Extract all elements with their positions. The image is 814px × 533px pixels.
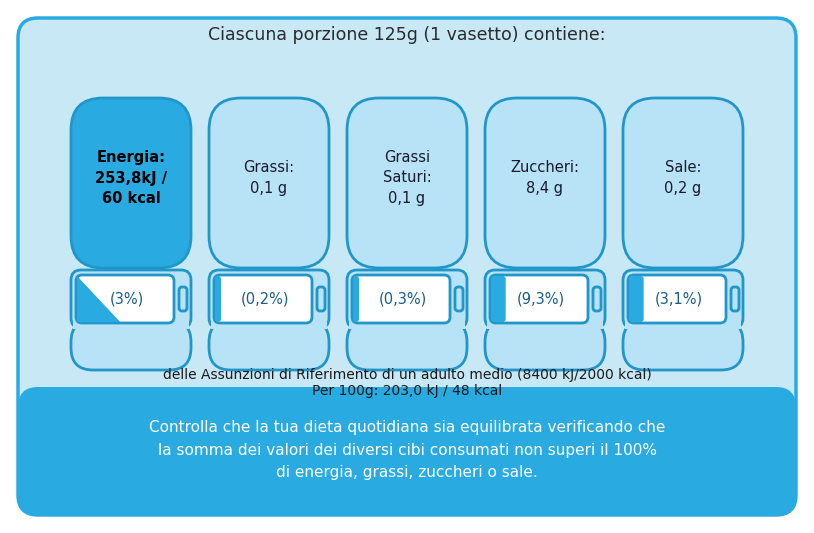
Text: (0,3%): (0,3%) — [379, 292, 427, 306]
Polygon shape — [77, 276, 120, 322]
FancyBboxPatch shape — [623, 320, 743, 370]
FancyBboxPatch shape — [628, 275, 726, 323]
FancyBboxPatch shape — [76, 275, 174, 323]
FancyBboxPatch shape — [623, 98, 743, 268]
Text: (9,3%): (9,3%) — [517, 292, 565, 306]
Bar — [625, 314, 741, 329]
Text: Energia:
253,8kJ /
60 kcal: Energia: 253,8kJ / 60 kcal — [95, 150, 167, 206]
Text: Sale:
0,2 g: Sale: 0,2 g — [664, 160, 702, 196]
FancyBboxPatch shape — [317, 287, 325, 311]
Text: Per 100g: 203,0 kJ / 48 kcal: Per 100g: 203,0 kJ / 48 kcal — [312, 384, 502, 398]
Bar — [487, 314, 603, 329]
Bar — [18, 465, 796, 495]
FancyBboxPatch shape — [215, 276, 221, 322]
Bar — [211, 314, 327, 329]
Text: Grassi:
0,1 g: Grassi: 0,1 g — [243, 160, 295, 196]
Text: Controlla che la tua dieta quotidiana sia equilibrata verificando che
la somma d: Controlla che la tua dieta quotidiana si… — [149, 419, 665, 480]
FancyBboxPatch shape — [485, 98, 605, 268]
FancyBboxPatch shape — [209, 98, 329, 268]
FancyBboxPatch shape — [623, 270, 743, 328]
Text: Ciascuna porzione 125g (1 vasetto) contiene:: Ciascuna porzione 125g (1 vasetto) conti… — [208, 26, 606, 44]
FancyBboxPatch shape — [353, 276, 359, 322]
FancyBboxPatch shape — [491, 276, 505, 322]
FancyBboxPatch shape — [179, 287, 187, 311]
FancyBboxPatch shape — [71, 270, 191, 328]
FancyBboxPatch shape — [731, 287, 739, 311]
FancyBboxPatch shape — [455, 287, 463, 311]
FancyBboxPatch shape — [71, 320, 191, 370]
Text: Zuccheri:
8,4 g: Zuccheri: 8,4 g — [510, 160, 580, 196]
FancyBboxPatch shape — [352, 275, 450, 323]
FancyBboxPatch shape — [209, 270, 329, 328]
FancyBboxPatch shape — [347, 270, 467, 328]
FancyBboxPatch shape — [490, 275, 588, 323]
FancyBboxPatch shape — [485, 270, 605, 328]
Text: (3,1%): (3,1%) — [655, 292, 703, 306]
FancyBboxPatch shape — [209, 320, 329, 370]
FancyBboxPatch shape — [18, 18, 796, 515]
FancyBboxPatch shape — [593, 287, 601, 311]
FancyBboxPatch shape — [347, 320, 467, 370]
FancyBboxPatch shape — [629, 276, 644, 322]
FancyBboxPatch shape — [18, 387, 796, 515]
Bar — [73, 314, 189, 329]
FancyBboxPatch shape — [71, 98, 191, 268]
Text: delle Assunzioni di Riferimento di un adulto medio (8400 kJ/2000 kcal): delle Assunzioni di Riferimento di un ad… — [163, 368, 651, 382]
Text: (3%): (3%) — [110, 292, 144, 306]
Bar — [349, 314, 465, 329]
Text: (0,2%): (0,2%) — [241, 292, 289, 306]
FancyBboxPatch shape — [485, 320, 605, 370]
FancyBboxPatch shape — [347, 98, 467, 268]
FancyBboxPatch shape — [214, 275, 312, 323]
Text: Grassi
Saturi:
0,1 g: Grassi Saturi: 0,1 g — [383, 150, 431, 206]
